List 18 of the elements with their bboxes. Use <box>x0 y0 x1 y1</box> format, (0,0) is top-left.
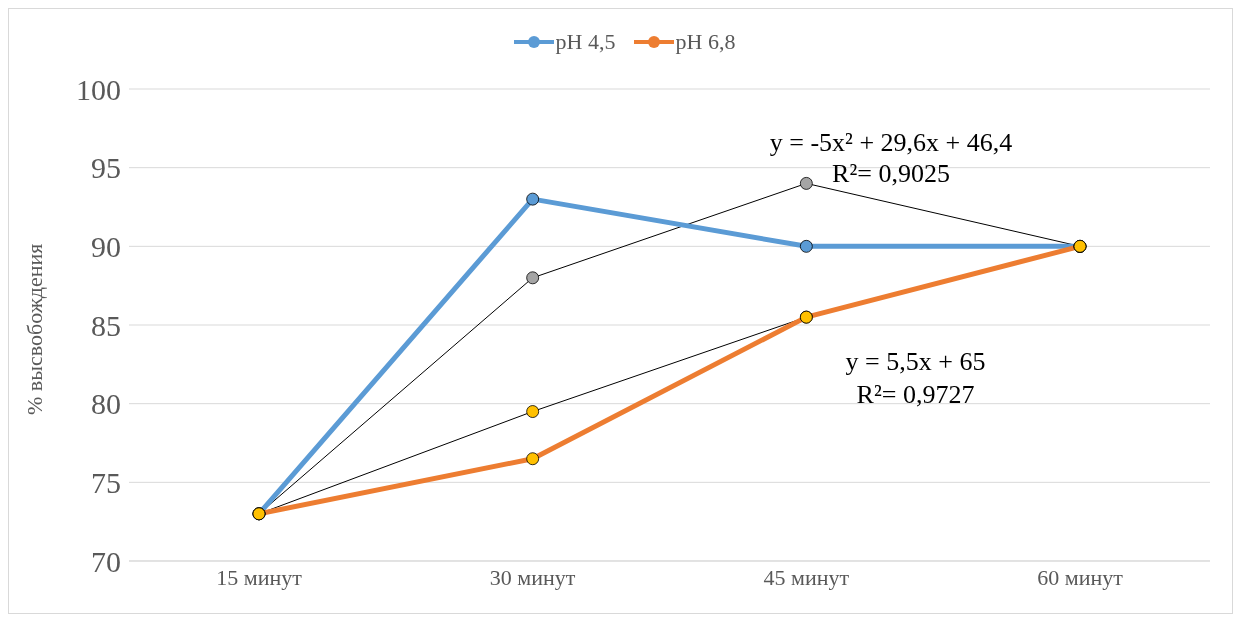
x-tick-label: 30 минут <box>489 564 576 590</box>
legend-label: pH 6,8 <box>674 29 736 55</box>
y-tick-label: 95 <box>91 151 121 185</box>
annotation: R²= 0,9727 <box>856 379 975 409</box>
y-tick-label: 80 <box>91 387 121 421</box>
y-tick-label: 75 <box>91 465 121 499</box>
x-tick-label: 60 минут <box>1037 564 1124 590</box>
y-tick-label: 90 <box>91 229 121 263</box>
annotation: y = 5,5x + 65 <box>845 346 986 376</box>
y-tick-label: 100 <box>76 72 121 106</box>
x-tick-label: 45 минут <box>763 564 850 590</box>
y-tick-label: 85 <box>91 308 121 342</box>
annotation: y = -5x² + 29,6x + 46,4 <box>769 128 1013 158</box>
y-tick-label: 70 <box>91 544 121 578</box>
x-tick-label: 15 минут <box>216 564 303 590</box>
annotation: R²= 0,9025 <box>832 158 950 188</box>
legend-label: pH 4,5 <box>554 29 616 55</box>
y-axis-title: % высвобождения <box>21 243 47 415</box>
